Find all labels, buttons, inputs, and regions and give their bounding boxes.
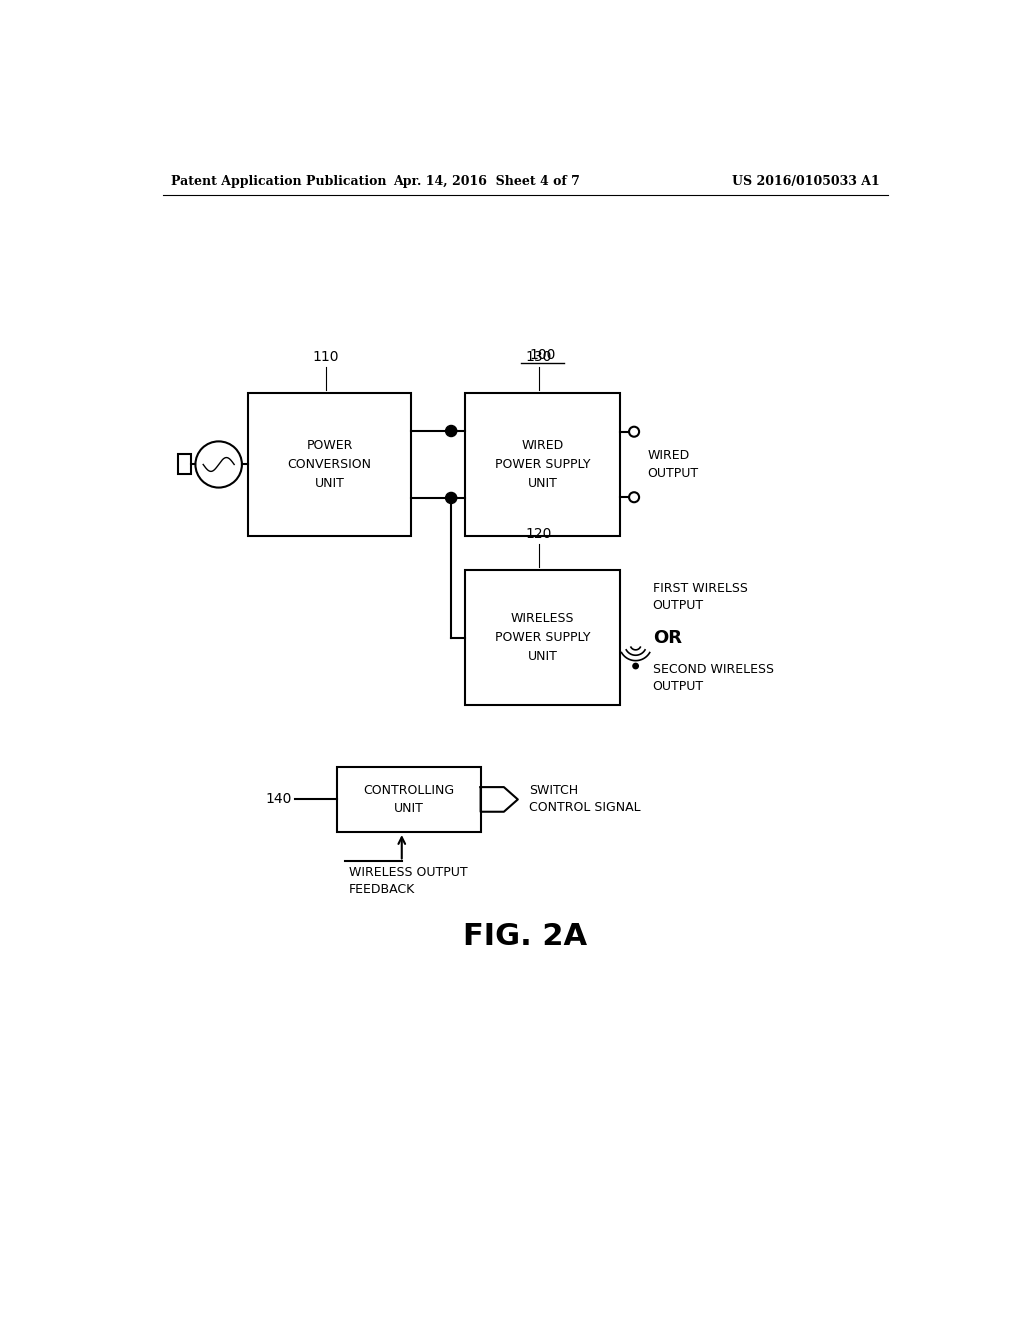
Text: POWER
CONVERSION
UNIT: POWER CONVERSION UNIT [288, 440, 372, 490]
Text: US 2016/0105033 A1: US 2016/0105033 A1 [732, 176, 880, 189]
FancyBboxPatch shape [178, 454, 190, 474]
Circle shape [445, 492, 457, 503]
Text: WIRED
OUTPUT: WIRED OUTPUT [647, 449, 698, 480]
Text: WIRELESS OUTPUT
FEEDBACK: WIRELESS OUTPUT FEEDBACK [349, 866, 468, 896]
Text: CONTROLLING
UNIT: CONTROLLING UNIT [364, 784, 455, 814]
Text: 110: 110 [312, 350, 339, 364]
Circle shape [633, 664, 638, 669]
Text: OR: OR [652, 628, 682, 647]
Text: WIRELESS
POWER SUPPLY
UNIT: WIRELESS POWER SUPPLY UNIT [495, 612, 591, 663]
FancyBboxPatch shape [465, 570, 621, 705]
FancyBboxPatch shape [337, 767, 480, 832]
Text: Patent Application Publication: Patent Application Publication [171, 176, 386, 189]
Text: Apr. 14, 2016  Sheet 4 of 7: Apr. 14, 2016 Sheet 4 of 7 [392, 176, 580, 189]
Circle shape [445, 425, 457, 437]
FancyBboxPatch shape [465, 393, 621, 536]
Text: 120: 120 [525, 527, 552, 541]
Text: 140: 140 [266, 792, 292, 807]
Text: FIRST WIRELSS
OUTPUT: FIRST WIRELSS OUTPUT [652, 582, 748, 612]
Text: 130: 130 [525, 350, 552, 364]
Text: SWITCH
CONTROL SIGNAL: SWITCH CONTROL SIGNAL [528, 784, 640, 814]
Text: WIRED
POWER SUPPLY
UNIT: WIRED POWER SUPPLY UNIT [495, 440, 591, 490]
Text: 100: 100 [529, 348, 556, 363]
Text: SECOND WIRELESS
OUTPUT: SECOND WIRELESS OUTPUT [652, 663, 774, 693]
FancyBboxPatch shape [248, 393, 411, 536]
Text: FIG. 2A: FIG. 2A [463, 921, 587, 950]
